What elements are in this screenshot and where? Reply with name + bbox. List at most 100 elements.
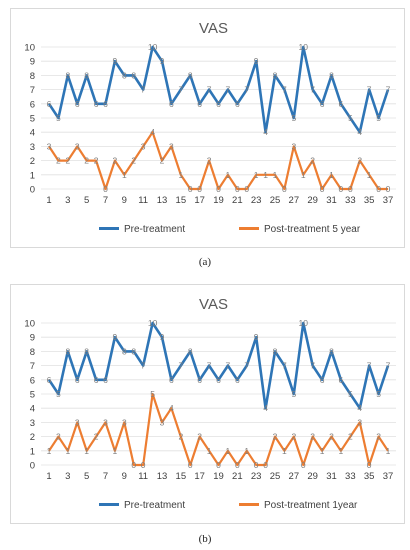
data-label-post: 1	[339, 446, 344, 456]
data-label-pre: 7	[207, 361, 212, 371]
data-label-post: 1	[273, 170, 278, 180]
y-tick-label: 3	[30, 142, 35, 153]
data-label-pre: 6	[320, 99, 325, 109]
data-label-pre: 7	[178, 361, 183, 371]
y-tick-label: 4	[30, 128, 35, 139]
data-label-post: 0	[254, 460, 259, 470]
data-label-pre: 8	[65, 70, 70, 80]
x-tick-label: 11	[138, 471, 148, 482]
data-label-pre: 6	[197, 375, 202, 385]
y-tick-label: 1	[30, 170, 35, 181]
data-label-pre: 7	[226, 361, 231, 371]
data-label-post: 0	[348, 184, 353, 194]
data-label-pre: 6	[94, 375, 99, 385]
x-tick-label: 29	[307, 471, 318, 482]
x-tick-label: 33	[345, 471, 356, 482]
data-label-pre: 6	[103, 375, 108, 385]
series-line-post-treatment	[48, 392, 389, 467]
data-label-pre: 7	[367, 85, 372, 95]
data-label-pre: 6	[235, 375, 240, 385]
data-label-pre: 8	[131, 346, 136, 356]
data-label-post: 1	[254, 170, 259, 180]
legend-label-pre-treatment: Pre-treatment	[124, 500, 185, 511]
data-label-post: 1	[122, 170, 127, 180]
x-tick-label: 17	[194, 471, 205, 482]
data-label-post: 2	[113, 156, 118, 166]
data-label-post: 5	[150, 389, 155, 399]
data-label-pre: 6	[197, 99, 202, 109]
y-tick-label: 3	[30, 418, 35, 429]
data-label-pre: 5	[376, 113, 381, 123]
y-tick-label: 10	[24, 319, 35, 330]
data-label-post: 2	[56, 432, 61, 442]
x-tick-label: 31	[326, 195, 337, 206]
y-tick-label: 10	[24, 43, 35, 54]
data-label-post: 0	[263, 460, 268, 470]
data-label-pre: 9	[254, 332, 259, 342]
x-tick-label: 1	[46, 471, 51, 482]
x-tick-label: 23	[251, 471, 262, 482]
y-tick-label: 4	[30, 404, 35, 415]
x-tick-label: 1	[46, 195, 51, 206]
data-label-pre: 7	[141, 361, 146, 371]
data-label-post: 3	[47, 141, 52, 151]
y-tick-label: 2	[30, 156, 35, 167]
data-label-pre: 8	[84, 70, 89, 80]
data-label-pre: 10	[148, 42, 158, 52]
data-label-post: 0	[103, 184, 108, 194]
data-label-pre: 8	[273, 70, 278, 80]
data-label-post: 2	[197, 432, 202, 442]
data-label-post: 1	[178, 170, 183, 180]
data-label-post: 0	[339, 184, 344, 194]
data-label-pre: 4	[263, 403, 268, 413]
x-tick-label: 19	[213, 471, 224, 482]
data-label-post: 0	[320, 184, 325, 194]
x-tick-label: 5	[84, 195, 89, 206]
data-label-pre: 9	[113, 332, 118, 342]
data-label-pre: 7	[282, 85, 287, 95]
data-label-pre: 7	[367, 361, 372, 371]
data-label-post: 1	[367, 170, 372, 180]
data-label-post: 2	[310, 156, 315, 166]
data-label-post: 1	[226, 446, 231, 456]
data-label-post: 1	[207, 446, 212, 456]
data-label-post: 2	[207, 156, 212, 166]
x-tick-label: 37	[383, 471, 394, 482]
chart-panel-a: VAS 0 1 2 3 4 5 6 7 8 9 10 1 3 5 7 9 11 13 15 17 19 21 23 25 27 29…	[10, 8, 405, 248]
caption-b: (b)	[198, 533, 212, 545]
data-label-post: 1	[263, 170, 268, 180]
data-label-pre: 7	[282, 361, 287, 371]
data-label-post: 3	[103, 417, 108, 427]
data-label-post: 2	[56, 156, 61, 166]
data-label-post: 3	[291, 141, 296, 151]
data-label-post: 3	[357, 417, 362, 427]
data-label-pre: 6	[235, 99, 240, 109]
data-label-pre: 9	[113, 56, 118, 66]
data-label-post: 2	[131, 156, 136, 166]
data-label-pre: 7	[178, 85, 183, 95]
data-label-pre: 7	[226, 85, 231, 95]
data-label-post: 2	[178, 432, 183, 442]
x-tick-label: 13	[157, 471, 168, 482]
data-label-post: 3	[122, 417, 127, 427]
y-tick-label: 9	[30, 333, 35, 344]
data-label-pre: 6	[216, 99, 221, 109]
data-label-post: 0	[188, 460, 193, 470]
data-label-pre: 6	[216, 375, 221, 385]
data-label-post: 2	[291, 432, 296, 442]
series-line-pre-treatment	[47, 321, 390, 410]
data-label-post: 3	[75, 141, 80, 151]
data-label-pre: 5	[376, 389, 381, 399]
series-line-post-treatment	[48, 131, 388, 191]
data-label-pre: 6	[320, 375, 325, 385]
data-label-post: 0	[244, 184, 249, 194]
legend-label-post-treatment: Post-treatment 1year	[264, 500, 358, 511]
data-label-pre: 8	[122, 70, 127, 80]
data-label-post: 4	[150, 127, 155, 137]
data-label-post: 1	[386, 446, 391, 456]
x-tick-label: 19	[213, 195, 224, 206]
data-label-post: 0	[301, 460, 306, 470]
data-label-post: 2	[329, 432, 334, 442]
y-tick-label: 0	[30, 185, 35, 196]
